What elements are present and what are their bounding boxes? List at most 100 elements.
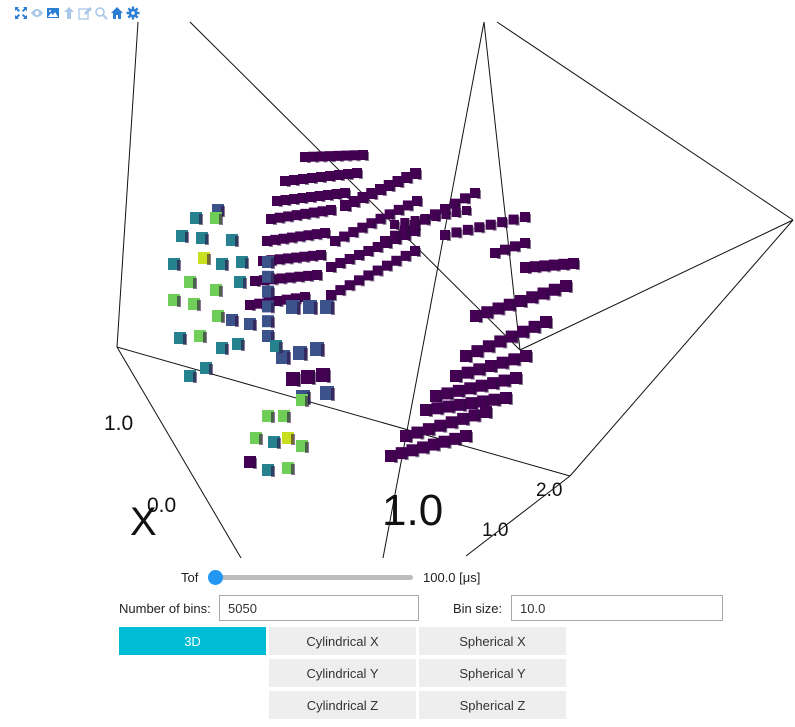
voxel — [481, 306, 495, 320]
voxel — [380, 236, 391, 247]
tof-slider-track[interactable] — [208, 570, 413, 585]
box-edge — [569, 219, 794, 477]
voxel — [200, 362, 213, 375]
voxel — [520, 350, 533, 363]
voxel — [188, 298, 201, 311]
voxel — [226, 234, 239, 247]
gear-icon[interactable] — [126, 6, 140, 20]
bin-size-input[interactable] — [511, 595, 723, 621]
voxel — [560, 280, 573, 293]
voxel — [515, 295, 528, 308]
voxel — [400, 225, 411, 237]
voxel — [244, 318, 257, 331]
voxel — [339, 231, 351, 243]
voxel — [262, 330, 275, 343]
voxel — [473, 363, 487, 377]
voxel — [354, 275, 365, 287]
voxel — [372, 265, 384, 277]
tof-slider-thumb[interactable] — [208, 570, 223, 585]
voxel — [300, 292, 311, 303]
voxel — [316, 250, 327, 261]
box-edge — [116, 346, 242, 559]
view-spherical-y-button[interactable]: Spherical Y — [419, 659, 566, 687]
voxel — [303, 300, 318, 315]
voxel — [226, 314, 239, 327]
voxel — [358, 150, 369, 161]
voxel — [500, 392, 513, 405]
voxel — [232, 338, 245, 351]
zoom-icon[interactable] — [94, 6, 108, 20]
number-of-bins-input[interactable] — [219, 595, 419, 621]
axis-title-x: X — [130, 500, 157, 544]
voxel — [390, 220, 400, 230]
voxel — [450, 198, 461, 210]
view-spherical-z-button[interactable]: Spherical Z — [419, 691, 566, 719]
voxel — [441, 210, 452, 220]
voxel — [272, 296, 284, 307]
voxel — [262, 315, 275, 329]
view-cylindrical-x-button[interactable]: Cylindrical X — [269, 627, 416, 655]
voxel — [391, 255, 403, 267]
edit-icon[interactable] — [78, 6, 92, 20]
voxel — [442, 400, 456, 414]
voxel — [293, 346, 308, 361]
voxel — [508, 214, 520, 226]
arrow-up-icon[interactable] — [62, 6, 76, 20]
box-edge — [519, 219, 794, 351]
voxel — [450, 370, 463, 383]
voxel — [462, 206, 472, 216]
eye-icon[interactable] — [30, 6, 44, 20]
axis-tick-right-2: 2.0 — [536, 480, 563, 501]
box-edge — [496, 21, 794, 221]
voxel — [498, 374, 512, 388]
voxel — [363, 270, 375, 282]
tof-slider-row: Tof 100.0 [μs] — [180, 566, 500, 588]
3d-scene[interactable]: 1.0 0.0 X 1.0 2.0 1.0 — [0, 20, 795, 560]
voxel — [282, 432, 295, 445]
view-cylindrical-y-button[interactable]: Cylindrical Y — [269, 659, 416, 687]
voxel — [510, 372, 523, 385]
scene-canvas[interactable] — [0, 20, 795, 560]
voxel — [384, 209, 396, 221]
voxel — [457, 412, 471, 426]
voxel — [286, 300, 301, 315]
home-icon[interactable] — [110, 6, 124, 20]
image-icon[interactable] — [46, 6, 60, 20]
voxel — [244, 456, 257, 469]
voxel — [290, 293, 302, 305]
voxel — [310, 342, 325, 357]
voxel — [382, 260, 393, 272]
voxel — [420, 404, 433, 417]
voxel — [451, 227, 463, 239]
voxel — [500, 244, 511, 256]
voxel — [431, 212, 442, 222]
voxel — [245, 300, 256, 311]
voxel — [410, 216, 421, 226]
voxel — [434, 419, 448, 433]
box-edge — [465, 475, 571, 557]
voxel — [296, 394, 309, 407]
voxel — [393, 204, 405, 216]
fullscreen-icon[interactable] — [14, 6, 28, 20]
voxel — [372, 242, 384, 253]
voxel — [462, 224, 474, 236]
view-cylindrical-z-button[interactable]: Cylindrical Z — [269, 691, 416, 719]
voxel — [262, 270, 275, 284]
voxel — [184, 370, 197, 383]
voxel — [520, 238, 531, 249]
voxel — [497, 217, 509, 229]
tof-label: Tof — [181, 570, 199, 585]
voxel — [517, 325, 531, 339]
voxel — [410, 226, 421, 237]
voxel — [471, 345, 485, 359]
voxel — [528, 320, 542, 334]
voxel — [326, 290, 337, 301]
view-3d-button[interactable]: 3D — [119, 627, 266, 655]
number-of-bins-label: Number of bins: — [119, 601, 211, 616]
voxel — [482, 340, 496, 354]
voxel — [340, 188, 351, 199]
view-spherical-x-button[interactable]: Spherical X — [419, 627, 566, 655]
voxel — [354, 250, 365, 261]
voxel — [366, 218, 378, 230]
voxel — [420, 214, 431, 224]
